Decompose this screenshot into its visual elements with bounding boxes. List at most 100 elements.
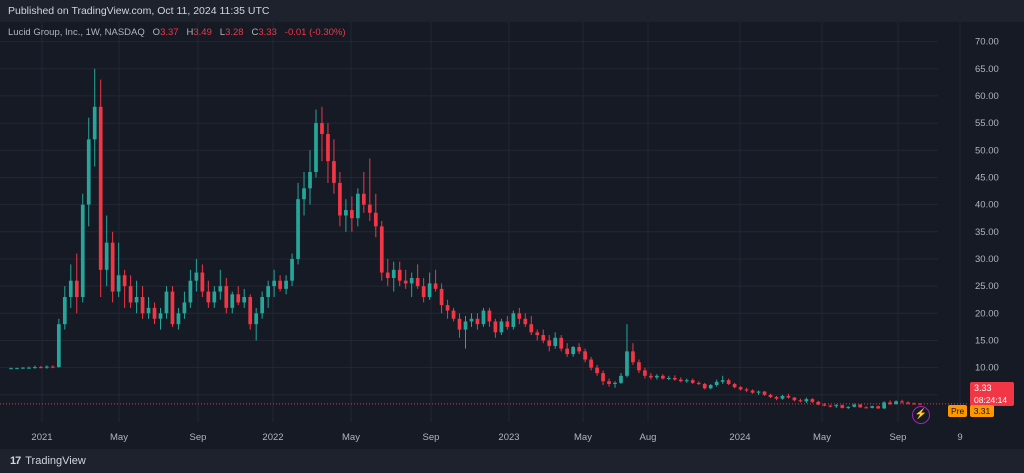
published-header: Published on TradingView.com, Oct 11, 20… — [0, 0, 1024, 22]
candle-body — [511, 313, 516, 327]
candle-body — [798, 400, 803, 402]
x-tick-label: 2024 — [729, 432, 750, 443]
x-tick-label: Sep — [190, 432, 207, 443]
candle-body — [810, 399, 815, 402]
candle-body — [918, 403, 922, 405]
candle-body — [326, 133, 330, 162]
candle-body — [98, 106, 103, 270]
candle-body — [56, 324, 61, 368]
candle-body — [80, 204, 85, 298]
candle-body — [176, 313, 181, 325]
candle-body — [45, 366, 49, 368]
candle-body — [415, 277, 420, 287]
candle-body — [439, 288, 444, 306]
y-tick-label: 30.00 — [975, 254, 999, 265]
lightning-icon[interactable]: ⚡ — [912, 406, 930, 424]
candle-body — [218, 286, 223, 292]
candle-body — [583, 351, 587, 360]
candle-body — [726, 380, 731, 384]
price-chart[interactable]: 70.00 65.00 60.00 55.00 50.00 45.00 40.00 35.00… — [0, 22, 1024, 449]
candle-body — [637, 362, 641, 371]
low-label: L — [219, 27, 226, 38]
candle-body — [33, 367, 37, 369]
candle-body — [559, 337, 564, 349]
candle-body — [846, 406, 851, 408]
candle-body — [631, 351, 635, 363]
candle-body — [379, 226, 384, 273]
candle-body — [535, 332, 540, 336]
candle-body — [696, 382, 701, 384]
candle-body — [140, 297, 145, 314]
candle-body — [373, 212, 378, 227]
candle-body — [361, 193, 366, 205]
y-tick-label: 10.00 — [975, 363, 999, 374]
candle-body — [397, 269, 402, 281]
y-tick-label: 60.00 — [975, 91, 999, 102]
candle-body — [104, 242, 109, 270]
candle-body — [188, 280, 193, 303]
candle-body — [882, 402, 886, 409]
symbol-title: Lucid Group, Inc., 1W, NASDAQ — [8, 27, 145, 38]
candle-body — [499, 321, 504, 333]
candle-body — [714, 381, 719, 386]
footer-bar — [0, 449, 1024, 473]
chart-area[interactable] — [0, 22, 1024, 449]
open-value: 3.37 — [160, 27, 179, 38]
candle-body — [684, 380, 689, 382]
x-tick-label: May — [813, 432, 831, 443]
candle-body — [625, 351, 629, 376]
low-value: 3.28 — [225, 27, 244, 38]
candle-body — [589, 359, 593, 368]
high-value: 3.49 — [193, 27, 212, 38]
tradingview-brand[interactable]: 17 TradingView — [10, 455, 86, 467]
candle-body — [254, 313, 259, 325]
y-tick-label: 40.00 — [975, 200, 999, 211]
candle-body — [750, 390, 755, 393]
candle-body — [230, 294, 235, 308]
candle-body — [672, 377, 677, 380]
candle-body — [451, 310, 456, 319]
candle-body — [27, 367, 31, 369]
candle-body — [738, 387, 743, 390]
candle-body — [50, 366, 55, 368]
candle-body — [643, 370, 647, 376]
candle-body — [493, 321, 498, 333]
last-price: 3.33 — [974, 383, 992, 393]
candle-body — [260, 297, 265, 314]
x-tick-label: Sep — [423, 432, 440, 443]
candle-body — [487, 310, 492, 322]
candle-body — [74, 280, 79, 298]
candle-body — [290, 258, 294, 281]
time-axis: 2021 May Sep 2022 May Sep 2023 May Aug 2024 May Sep… — [31, 432, 962, 443]
candle-body — [613, 382, 617, 384]
candle-body — [744, 389, 749, 391]
x-tick-label: May — [110, 432, 128, 443]
candle-body — [565, 348, 570, 355]
candle-body — [212, 291, 217, 303]
candle-body — [338, 182, 342, 216]
x-tick-label: May — [574, 432, 592, 443]
candles — [9, 68, 922, 409]
y-tick-label: 20.00 — [975, 308, 999, 319]
candle-body — [655, 375, 659, 378]
candle-body — [152, 307, 157, 319]
close-value: 3.33 — [258, 27, 277, 38]
candle-body — [296, 199, 300, 259]
y-tick-label: 35.00 — [975, 227, 999, 238]
candle-body — [242, 297, 247, 303]
candle-body — [248, 297, 253, 325]
y-tick-label: 45.00 — [975, 172, 999, 183]
candle-body — [344, 210, 348, 216]
candle-body — [146, 307, 151, 314]
candle-body — [774, 397, 779, 399]
candle-body — [236, 294, 241, 303]
candle-body — [134, 297, 139, 303]
candle-body — [840, 405, 845, 408]
candle-body — [529, 324, 534, 333]
candle-body — [128, 286, 133, 303]
candle-body — [463, 321, 468, 330]
candle-body — [505, 321, 510, 327]
candle-body — [894, 401, 898, 405]
candle-body — [780, 395, 785, 399]
x-tick-label: 2023 — [498, 432, 519, 443]
